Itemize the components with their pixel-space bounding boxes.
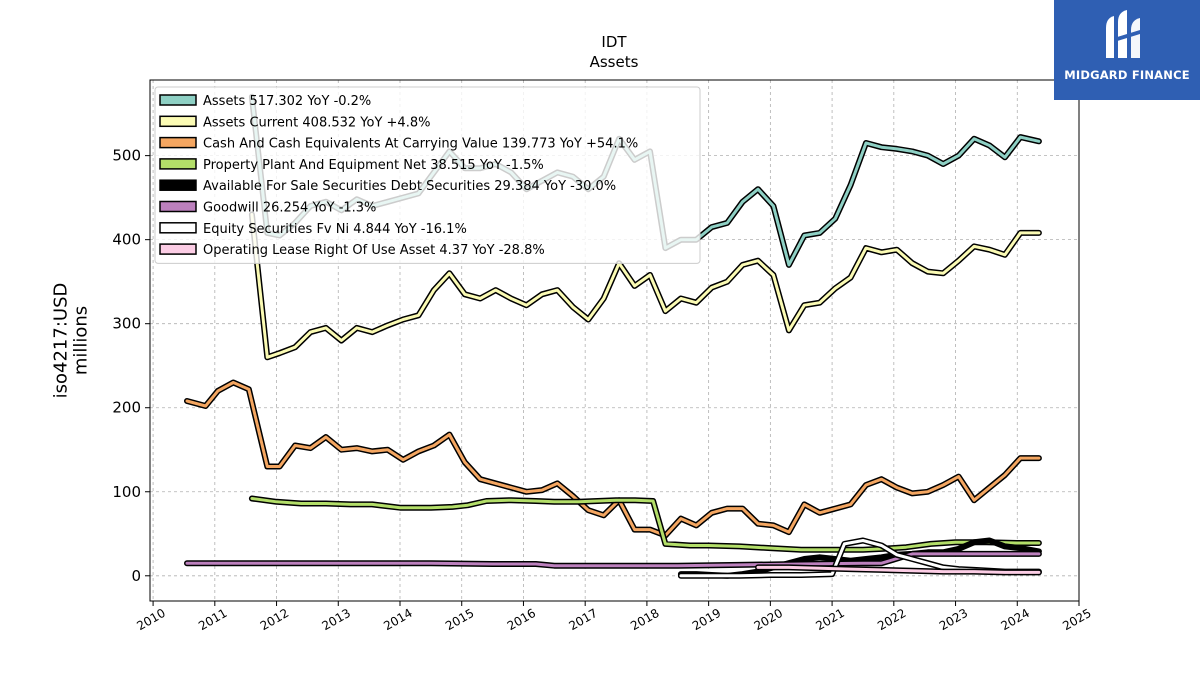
series-outline-cash-and-cash-equivalents-at-carrying-value xyxy=(184,379,1042,539)
midgard-logo-icon xyxy=(1106,10,1140,58)
y-axis-label: iso4217:USDmillions xyxy=(51,283,92,399)
x-tick-label: 2017 xyxy=(566,606,599,633)
legend-box xyxy=(154,86,701,264)
brand-name: MIDGARD FINANCE xyxy=(1064,68,1190,82)
legend: Assets 517.302 YoY -0.2% Assets Current 4… xyxy=(154,86,701,264)
x-tick-label: 2025 xyxy=(1060,606,1093,633)
x-tick-label: 2012 xyxy=(258,606,291,633)
series-line-operating-lease-right-of-use-asset xyxy=(756,565,1041,574)
legend-label-operating-lease-right-of-use-asset: Operating Lease Right Of Use Asset 4.37 … xyxy=(203,243,545,258)
legend-label-equity-securities-fv-ni: Equity Securities Fv Ni 4.844 YoY -16.1% xyxy=(203,222,467,237)
x-tick-label: 2015 xyxy=(443,606,476,633)
series-line-goodwill xyxy=(185,552,1041,568)
y-tick-label: 500 xyxy=(112,147,141,165)
x-tick-label: 2021 xyxy=(813,606,846,633)
y-tick-label: 0 xyxy=(131,567,141,585)
x-tick-label: 2018 xyxy=(628,606,661,633)
legend-label-goodwill: Goodwill 26.254 YoY -1.3% xyxy=(203,201,376,216)
y-tick-label: 400 xyxy=(112,231,141,249)
legend-swatch-available-for-sale-securities-debt-securities xyxy=(159,179,197,191)
x-tick-label: 2011 xyxy=(196,606,229,633)
legend-swatch-goodwill xyxy=(159,200,197,213)
x-tick-label: 2014 xyxy=(381,606,414,633)
x-tick-label: 2016 xyxy=(505,606,538,633)
y-axis: 0 100 200 300 400 500 xyxy=(112,147,150,585)
y-tick-label: 100 xyxy=(112,483,141,501)
series-outline-property-plant-and-equipment-net xyxy=(248,495,1042,553)
legend-swatch-equity-securities-fv-ni xyxy=(159,222,197,234)
x-tick-label: 2013 xyxy=(320,606,353,633)
legend-label-property-plant-and-equipment-net: Property Plant And Equipment Net 38.515 … xyxy=(203,158,544,173)
y-tick-label: 200 xyxy=(112,399,141,417)
legend-label-available-for-sale-securities-debt-securities: Available For Sale Securities Debt Secur… xyxy=(203,179,616,194)
legend-label-assets: Assets 517.302 YoY -0.2% xyxy=(203,94,371,109)
y-axis-label-text: iso4217:USDmillions xyxy=(51,283,92,399)
x-tick-label: 2024 xyxy=(999,606,1032,633)
legend-swatch-assets-current xyxy=(159,115,197,128)
legend-label-cash-and-cash-equivalents-at-carrying-value: Cash And Cash Equivalents At Carrying Va… xyxy=(203,137,638,152)
y-tick-label: 300 xyxy=(112,315,141,333)
legend-label-assets-current: Assets Current 408.532 YoY +4.8% xyxy=(203,115,430,130)
series-line-assets-current xyxy=(250,213,1041,359)
x-tick-label: 2020 xyxy=(752,606,785,633)
plot-frame xyxy=(149,79,1080,602)
x-axis: 2010 2011 2012 2013 2014 2015 2016 2017 2018 2019… xyxy=(134,601,1094,633)
series-line-property-plant-and-equipment-net xyxy=(250,497,1041,552)
legend-swatch-assets xyxy=(159,94,197,106)
x-tick-label: 2022 xyxy=(875,606,908,633)
chart-title: IDT xyxy=(601,33,627,51)
brand-logo: MIDGARD FINANCE xyxy=(1054,0,1200,100)
x-tick-label: 2019 xyxy=(690,606,723,633)
x-tick-label: 2010 xyxy=(134,606,167,633)
legend-swatch-operating-lease-right-of-use-asset xyxy=(159,243,197,255)
x-tick-label: 2023 xyxy=(937,606,970,633)
chart-subtitle: Assets xyxy=(590,53,639,71)
series-line-cash-and-cash-equivalents-at-carrying-value xyxy=(185,381,1041,537)
legend-swatch-cash-and-cash-equivalents-at-carrying-value xyxy=(159,136,197,149)
legend-swatch-property-plant-and-equipment-net xyxy=(159,158,197,170)
